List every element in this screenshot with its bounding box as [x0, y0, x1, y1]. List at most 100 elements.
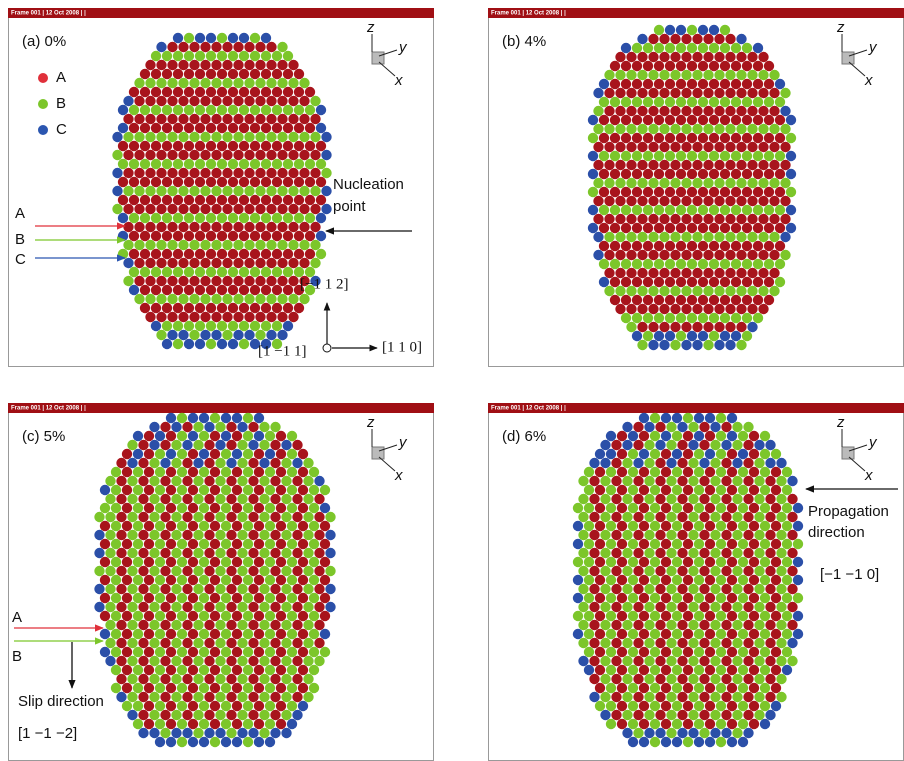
atom	[632, 133, 642, 143]
atom	[743, 566, 753, 576]
atom	[742, 43, 752, 53]
atom	[780, 214, 790, 224]
atom	[261, 69, 271, 79]
atom	[281, 494, 291, 504]
atom	[738, 719, 748, 729]
atom	[593, 106, 603, 116]
atom	[272, 213, 282, 223]
atom	[188, 449, 198, 459]
atom	[709, 133, 719, 143]
atom	[250, 195, 260, 205]
atom	[643, 43, 653, 53]
atom	[133, 467, 143, 477]
atom	[665, 43, 675, 53]
atom	[226, 494, 236, 504]
atom	[182, 494, 192, 504]
atom	[600, 440, 610, 450]
atom	[281, 638, 291, 648]
atom	[266, 294, 276, 304]
atom	[155, 611, 165, 621]
atom	[166, 557, 176, 567]
atom	[217, 213, 227, 223]
atom	[283, 123, 293, 133]
atom	[639, 719, 649, 729]
atom	[654, 295, 664, 305]
atom	[228, 285, 238, 295]
atom	[160, 638, 170, 648]
atom	[204, 440, 214, 450]
atom	[144, 611, 154, 621]
atom	[210, 521, 220, 531]
atom	[584, 593, 594, 603]
atom	[672, 503, 682, 513]
atom	[272, 159, 282, 169]
atom	[303, 566, 313, 576]
atom	[261, 105, 271, 115]
atom	[222, 330, 232, 340]
atom	[283, 285, 293, 295]
atom	[764, 259, 774, 269]
atom	[226, 530, 236, 540]
atom	[610, 151, 620, 161]
atom	[237, 440, 247, 450]
atom	[133, 701, 143, 711]
atom	[747, 124, 757, 134]
atom	[171, 512, 181, 522]
atom	[314, 620, 324, 630]
atom	[321, 132, 331, 142]
atom	[677, 584, 687, 594]
atom	[133, 593, 143, 603]
atom	[716, 737, 726, 747]
atom	[144, 701, 154, 711]
atom	[272, 321, 282, 331]
atom	[122, 539, 132, 549]
atom	[305, 213, 315, 223]
atom	[199, 719, 209, 729]
atom	[699, 566, 709, 576]
atom	[710, 656, 720, 666]
atom	[727, 449, 737, 459]
atom	[151, 231, 161, 241]
atom	[626, 268, 636, 278]
atom	[177, 485, 187, 495]
atom	[758, 88, 768, 98]
atom	[720, 25, 730, 35]
atom	[677, 728, 687, 738]
atom	[166, 719, 176, 729]
atom	[105, 656, 115, 666]
atom	[633, 512, 643, 522]
atom	[155, 521, 165, 531]
atom	[573, 611, 583, 621]
atom	[688, 512, 698, 522]
atom	[731, 97, 741, 107]
atom	[248, 512, 258, 522]
legend-swatch	[38, 73, 48, 83]
atom	[200, 60, 210, 70]
atom	[178, 276, 188, 286]
atom	[694, 719, 704, 729]
atom	[725, 304, 735, 314]
atom	[787, 566, 797, 576]
atom	[725, 322, 735, 332]
atom	[166, 629, 176, 639]
atom	[769, 196, 779, 206]
atom	[633, 728, 643, 738]
atom	[725, 142, 735, 152]
atom	[760, 611, 770, 621]
atom	[173, 213, 183, 223]
atom	[292, 710, 302, 720]
annotation: Nucleation	[333, 176, 404, 193]
atom	[648, 52, 658, 62]
atom	[243, 521, 253, 531]
atom	[595, 503, 605, 513]
atom	[195, 123, 205, 133]
atom	[270, 494, 280, 504]
atom	[248, 584, 258, 594]
atom	[217, 141, 227, 151]
atom	[687, 223, 697, 233]
atom	[127, 674, 137, 684]
atom	[606, 665, 616, 675]
atom	[615, 196, 625, 206]
atom	[320, 521, 330, 531]
atom	[670, 214, 680, 224]
